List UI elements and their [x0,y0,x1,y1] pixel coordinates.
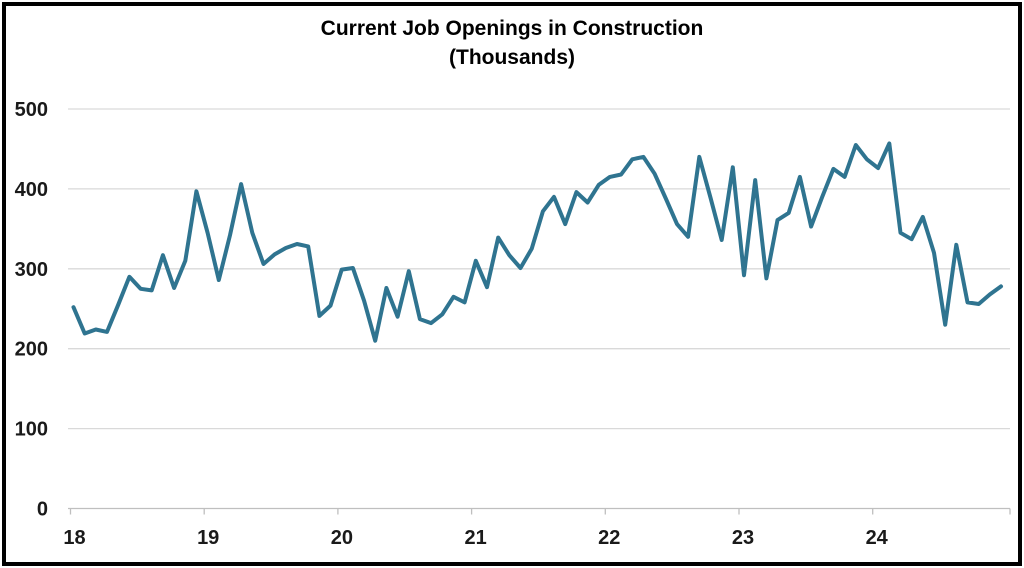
x-tick-label-18: 18 [63,527,85,549]
y-tick-label-200: 200 [15,339,48,361]
chart-title: Current Job Openings in Construction [320,17,704,40]
chart-subtitle: (Thousands) [449,46,575,69]
y-tick-label-300: 300 [15,259,48,281]
x-tick-label-21: 21 [464,527,486,549]
y-tick-label-0: 0 [37,499,48,521]
x-tick-label-22: 22 [598,527,620,549]
y-tick-label-400: 400 [15,179,48,201]
x-tick-label-24: 24 [866,527,889,549]
y-tick-label-500: 500 [15,99,48,121]
x-tick-label-20: 20 [331,527,353,549]
x-tick-label-23: 23 [732,527,754,549]
data-series-line [71,141,1003,343]
x-tick-label-19: 19 [197,527,219,549]
chart-title-block: Current Job Openings in Construction (Th… [0,14,1024,72]
y-tick-label-100: 100 [15,419,48,441]
